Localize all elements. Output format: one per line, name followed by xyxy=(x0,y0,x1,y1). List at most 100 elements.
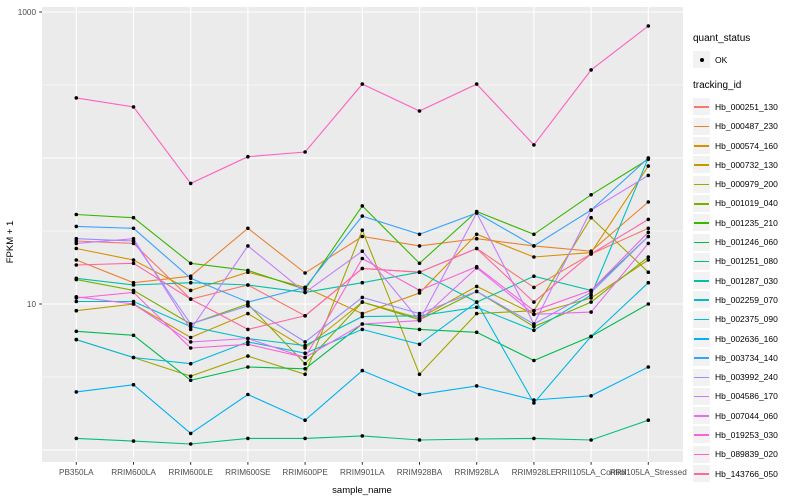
data-point xyxy=(589,252,593,256)
data-point xyxy=(131,290,136,295)
data-point xyxy=(131,215,136,220)
data-point xyxy=(74,224,79,229)
data-point xyxy=(474,311,479,316)
data-point xyxy=(360,82,365,86)
legend-line-icon xyxy=(694,338,709,340)
data-point xyxy=(246,311,250,316)
x-tick-label: RRIM928BA xyxy=(397,468,443,477)
data-point xyxy=(74,436,79,441)
data-point xyxy=(474,437,479,441)
data-point xyxy=(646,24,651,28)
legend-line-icon xyxy=(694,280,709,282)
data-point xyxy=(188,261,193,266)
data-point xyxy=(532,300,536,304)
data-point xyxy=(188,181,193,186)
data-point xyxy=(646,241,651,246)
data-point xyxy=(303,355,307,360)
data-point xyxy=(417,342,422,347)
legend-line-icon xyxy=(694,183,709,186)
data-point xyxy=(474,211,479,215)
legend-item-Hb_000574_160: Hb_000574_160 xyxy=(690,136,800,155)
data-point xyxy=(474,305,479,310)
legend-line-icon xyxy=(694,357,709,359)
data-point xyxy=(188,276,193,281)
legend-item-label: Hb_003992_240 xyxy=(715,372,778,383)
y-axis-title: FPKM + 1 xyxy=(5,221,16,264)
data-point xyxy=(589,334,593,339)
legend-item-Hb_003734_140: Hb_003734_140 xyxy=(690,348,800,367)
legend-item-Hb_001246_060: Hb_001246_060 xyxy=(690,232,800,251)
data-point xyxy=(360,322,365,326)
plot-area: PB350LA RRIM600LA RRIM600LE RRIM600SE RRIM60… xyxy=(5,7,687,496)
data-point xyxy=(360,311,365,316)
data-point xyxy=(646,418,651,423)
x-tick-label: RRIM901LA xyxy=(340,468,385,477)
data-point xyxy=(246,354,250,358)
legend-line-icon xyxy=(694,376,709,379)
data-point xyxy=(246,283,250,287)
x-tick-label: RRII105LA_Control xyxy=(556,468,627,477)
data-point xyxy=(360,204,365,208)
data-point xyxy=(188,340,193,344)
data-point xyxy=(646,280,651,285)
legend-panel: quant_status OK tracking_id Hb_000251_13… xyxy=(690,0,800,500)
legend-line-icon xyxy=(694,395,709,398)
data-point xyxy=(532,274,536,279)
legend-item-label: Hb_001019_040 xyxy=(715,198,778,209)
data-point xyxy=(417,261,422,266)
data-point xyxy=(303,367,307,371)
legend-key-swatch xyxy=(693,252,710,270)
legend-line-icon xyxy=(694,222,709,224)
legend-item-label: Hb_000487_230 xyxy=(715,121,778,132)
legend-line-icon xyxy=(694,415,709,417)
data-point xyxy=(360,327,365,332)
data-point xyxy=(131,302,136,306)
legend-item-label: Hb_000732_130 xyxy=(715,159,778,170)
legend-item-Hb_019253_030: Hb_019253_030 xyxy=(690,425,800,444)
data-point xyxy=(74,308,79,313)
data-point xyxy=(532,143,536,147)
data-point xyxy=(532,255,536,259)
legend-item-Hb_001235_210: Hb_001235_210 xyxy=(690,213,800,232)
data-point xyxy=(532,324,536,329)
data-point xyxy=(131,382,136,387)
data-point xyxy=(417,270,422,275)
data-point xyxy=(74,212,79,217)
data-point xyxy=(360,368,365,373)
legend-item-Hb_000979_200: Hb_000979_200 xyxy=(690,174,800,193)
data-point xyxy=(360,295,365,300)
legend-key-swatch xyxy=(693,117,710,135)
data-point xyxy=(74,236,79,241)
data-point xyxy=(188,442,193,446)
x-tick-label: RRIM600SE xyxy=(225,468,271,477)
data-point xyxy=(303,314,307,318)
legend-item-label: Hb_019253_030 xyxy=(715,429,778,440)
legend-key-swatch xyxy=(693,137,710,155)
data-point xyxy=(646,234,651,239)
legend-line-icon xyxy=(694,145,709,147)
data-point xyxy=(303,436,307,441)
legend-item-label: Hb_007044_060 xyxy=(715,410,778,421)
legend-line-icon xyxy=(694,299,709,301)
legend-key-swatch xyxy=(693,349,710,367)
data-point xyxy=(303,351,307,356)
legend-tracking-items: Hb_000251_130 Hb_000487_230 Hb_000574_160 H… xyxy=(690,97,800,483)
legend-item-label: Hb_001251_080 xyxy=(715,256,778,267)
data-point xyxy=(360,314,365,319)
data-point xyxy=(246,244,250,248)
data-point xyxy=(131,258,136,262)
legend-item-Hb_007044_060: Hb_007044_060 xyxy=(690,406,800,425)
data-point xyxy=(532,232,536,237)
data-point xyxy=(532,322,536,326)
y-tick-label: 1000 xyxy=(18,8,37,17)
data-point xyxy=(417,318,422,323)
data-point xyxy=(474,236,479,241)
data-point xyxy=(74,296,79,300)
legend-item-Hb_000251_130: Hb_000251_130 xyxy=(690,97,800,116)
legend-item-label: Hb_089839_020 xyxy=(715,449,778,460)
data-point xyxy=(474,330,479,335)
legend-item-Hb_001019_040: Hb_001019_040 xyxy=(690,194,800,213)
data-point xyxy=(188,280,193,285)
legend-item-Hb_001251_080: Hb_001251_080 xyxy=(690,252,800,271)
